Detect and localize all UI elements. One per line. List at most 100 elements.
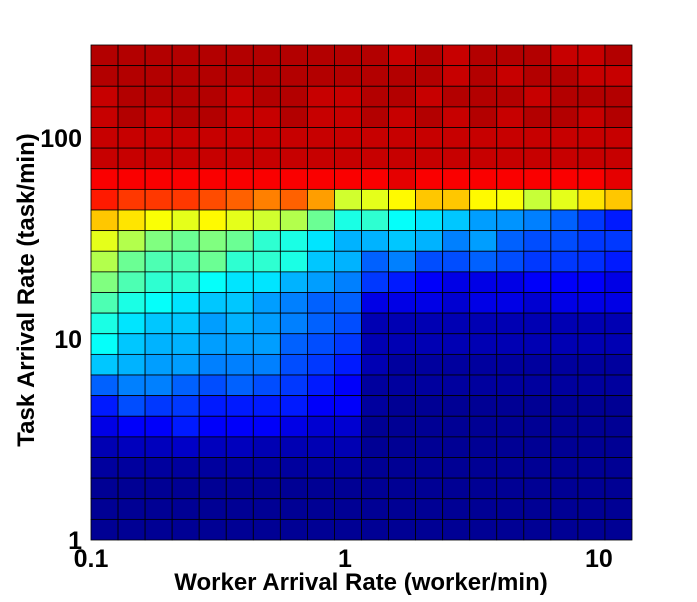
heatmap-cell [415,188,444,211]
heatmap-cell [144,333,173,355]
heatmap-cell [388,436,416,458]
heatmap-cell [144,415,173,438]
heatmap-cell [334,415,362,438]
heatmap-cell [550,168,579,190]
heatmap-cell [252,477,281,500]
heatmap-cell [604,498,633,520]
heatmap-cell [442,292,471,314]
heatmap-cell [252,168,281,190]
heatmap-cell [198,436,227,458]
heatmap-cell [90,333,119,355]
heatmap-cell [306,168,335,190]
heatmap-cell [90,65,119,87]
heatmap-cell [604,44,633,67]
heatmap-cell [496,271,525,293]
heatmap-cell [334,395,362,417]
heatmap-cell [144,498,173,520]
heatmap-cell [117,292,146,314]
heatmap-cell [279,498,308,520]
heatmap-cell [523,106,552,128]
heatmap-cell [117,44,146,67]
heatmap-cell [415,230,444,252]
heatmap-cell [306,374,335,397]
heatmap-cell [361,498,389,520]
heatmap-cell [550,312,579,335]
heatmap-cell [198,250,227,273]
heatmap-cell [279,518,308,541]
heatmap-cell [469,292,498,314]
heatmap-cell [117,271,146,293]
heatmap-cell [117,415,146,438]
heatmap-cell [550,457,579,479]
heatmap-cell [415,333,444,355]
heatmap-cell [415,250,444,273]
heatmap-cell [144,85,173,108]
heatmap-cell [225,168,254,190]
heatmap-cell [388,168,416,190]
heatmap-cell [442,44,471,67]
heatmap-cell [171,127,200,149]
heatmap-cell [550,188,579,211]
heatmap-cell [90,271,119,293]
heatmap-cell [279,65,308,87]
heatmap-cell [252,106,281,128]
heatmap-cell [604,85,633,108]
heatmap-cell [306,312,335,335]
heatmap-cell [90,395,119,417]
heatmap-cell [279,85,308,108]
heatmap-cell [225,250,254,273]
heatmap-cell [469,44,498,67]
heatmap-cell [90,374,119,397]
heatmap-cell [252,127,281,149]
heatmap-cell [252,188,281,211]
heatmap-cell [334,353,362,376]
heatmap-cell [171,333,200,355]
heatmap-cell [144,395,173,417]
heatmap-cell [252,209,281,232]
heatmap-cell [577,106,606,128]
heatmap-cell [225,518,254,541]
heatmap-cell [361,209,389,232]
heatmap-cell [442,250,471,273]
heatmap-cell [361,457,389,479]
heatmap-cell [577,518,606,541]
heatmap-cell [306,271,335,293]
heatmap-cell [306,395,335,417]
heatmap-cell [415,271,444,293]
heatmap-cell [306,209,335,232]
heatmap-cell [306,415,335,438]
heatmap-cell [442,498,471,520]
heatmap-cell [361,65,389,87]
heatmap-cell [496,395,525,417]
heatmap-cell [388,457,416,479]
heatmap-cell [279,188,308,211]
heatmap-cell [577,436,606,458]
heatmap-cell [388,333,416,355]
heatmap-cell [496,518,525,541]
heatmap-cell [469,65,498,87]
heatmap-cell [361,44,389,67]
heatmap-cell [279,312,308,335]
heatmap-cell [469,333,498,355]
heatmap-cell [604,271,633,293]
heatmap-cell [604,106,633,128]
heatmap-cell [334,457,362,479]
y-tick-label: 100 [40,125,82,153]
heatmap-cell [388,374,416,397]
heatmap-cell [144,44,173,67]
heatmap-cell [225,415,254,438]
heatmap-cell [550,44,579,67]
heatmap-cell [388,477,416,500]
heatmap-cell [334,44,362,67]
heatmap-cell [144,436,173,458]
heatmap-cell [144,168,173,190]
heatmap-cell [361,230,389,252]
heatmap-cell [361,168,389,190]
heatmap-cell [252,333,281,355]
heatmap-cell [604,65,633,87]
heatmap-cell [90,147,119,170]
heatmap-cell [90,518,119,541]
heatmap-cell [279,168,308,190]
heatmap-cell [171,395,200,417]
heatmap-cell [442,271,471,293]
